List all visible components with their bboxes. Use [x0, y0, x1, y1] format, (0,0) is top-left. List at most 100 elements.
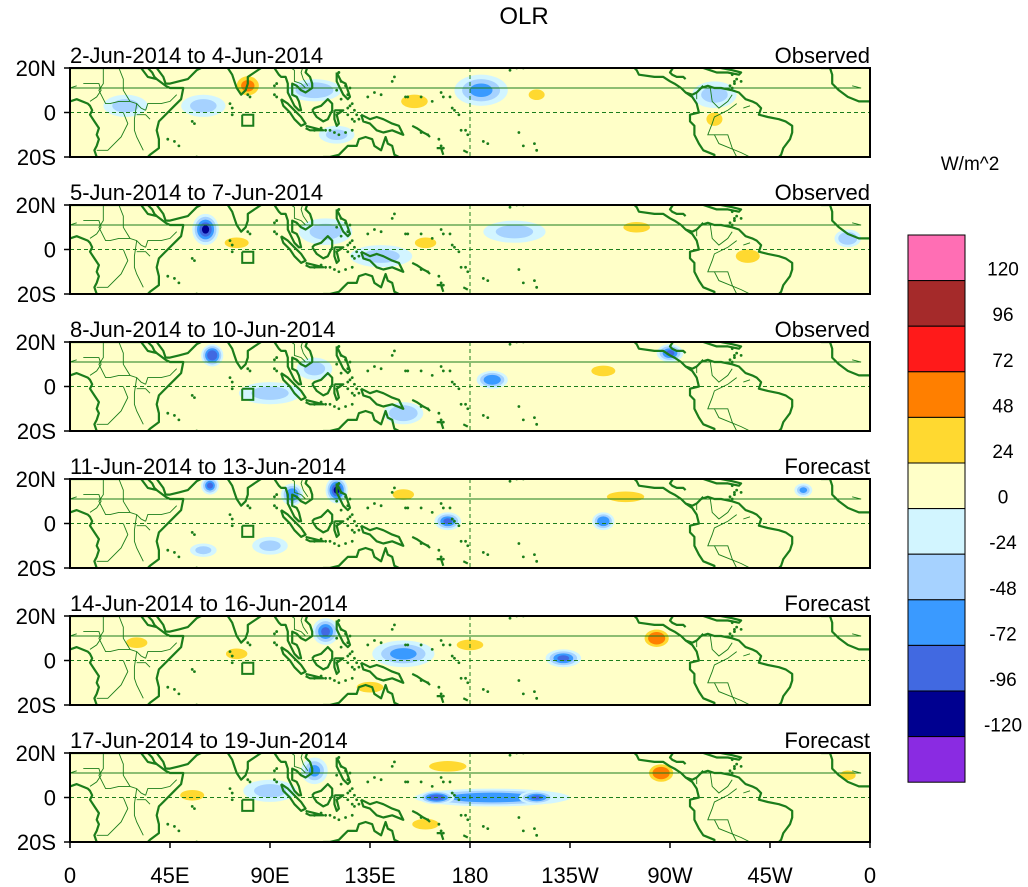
island [441, 694, 445, 698]
island [486, 416, 490, 420]
country-border [83, 768, 102, 787]
island [275, 369, 279, 373]
island [730, 86, 734, 90]
island [739, 627, 743, 631]
island [533, 553, 536, 557]
island [353, 108, 356, 112]
coastline [462, 697, 469, 702]
island [733, 356, 736, 359]
island [275, 780, 279, 784]
anomaly-feature-9 [190, 543, 217, 557]
island [246, 230, 250, 234]
island [353, 382, 356, 386]
panel-2: 20N 0 20S 5-Jun-2014 to 7-Jun-2014 Observed [16, 180, 871, 307]
island [430, 236, 434, 240]
island [419, 268, 423, 271]
island [393, 349, 396, 353]
coastline [360, 661, 405, 684]
coastline [273, 342, 314, 386]
panel-period: 2-Jun-2014 to 4-Jun-2014 [70, 43, 323, 68]
anomaly-contour [414, 237, 437, 249]
island [344, 542, 347, 545]
island [441, 420, 445, 424]
island [453, 245, 456, 249]
country-border [96, 249, 129, 288]
continent-map [70, 753, 870, 842]
island [521, 829, 525, 833]
anomaly-contour [842, 772, 853, 779]
coastline [322, 546, 400, 568]
island [481, 825, 485, 828]
island [459, 128, 463, 132]
island [419, 369, 423, 373]
island [366, 780, 370, 784]
island [344, 268, 347, 271]
anomaly-contour [495, 225, 534, 239]
country-border [133, 240, 144, 288]
coastline [335, 72, 352, 101]
island [373, 776, 376, 779]
island [348, 223, 352, 227]
island [230, 243, 234, 247]
country-border [136, 662, 151, 668]
island [457, 113, 461, 117]
coastline [280, 783, 307, 812]
coastline [702, 68, 743, 76]
colorbar-swatch [907, 280, 966, 327]
island [337, 345, 341, 348]
island [419, 643, 423, 647]
island [419, 542, 423, 545]
country-border [714, 271, 738, 294]
island [728, 495, 732, 499]
island [437, 295, 440, 298]
y-tick-label: 20S [17, 830, 56, 855]
island [319, 263, 323, 267]
coastline [821, 616, 870, 651]
island [521, 281, 525, 285]
island [464, 676, 467, 680]
island [273, 504, 276, 508]
anomaly-feature-2 [216, 233, 257, 252]
island [419, 405, 423, 408]
island [230, 106, 234, 110]
island [335, 636, 339, 640]
anomaly-feature-5 [301, 757, 328, 785]
island [739, 490, 743, 494]
island [337, 544, 341, 548]
island [335, 225, 339, 229]
island [333, 816, 336, 819]
anomaly-contour [303, 362, 326, 376]
island [733, 764, 736, 768]
x-tick-label: 135W [541, 863, 599, 887]
coastline [141, 342, 158, 354]
island [393, 75, 396, 79]
island [173, 277, 176, 280]
island [353, 668, 356, 671]
island [379, 230, 383, 234]
island [733, 630, 736, 633]
island [508, 68, 512, 72]
island [419, 95, 423, 99]
island [493, 432, 496, 435]
anomaly-contour [303, 85, 326, 96]
island [437, 158, 440, 161]
island [328, 539, 332, 543]
index-box [241, 524, 255, 538]
country-border [714, 819, 738, 842]
country-border [300, 479, 309, 498]
anomaly-feature-3 [476, 370, 508, 389]
island [733, 219, 736, 222]
island [173, 688, 176, 691]
island [439, 144, 443, 148]
panel-3: 20N 0 20S 8-Jun-2014 to 10-Jun-2014 Observed [16, 317, 871, 444]
coastline [70, 479, 185, 568]
island [339, 216, 343, 220]
island [390, 490, 394, 494]
country-border [714, 134, 738, 157]
island [339, 627, 343, 631]
coastline [305, 809, 325, 817]
country-border [300, 616, 309, 635]
island [246, 367, 250, 371]
island [313, 813, 316, 817]
coastline [216, 616, 263, 644]
